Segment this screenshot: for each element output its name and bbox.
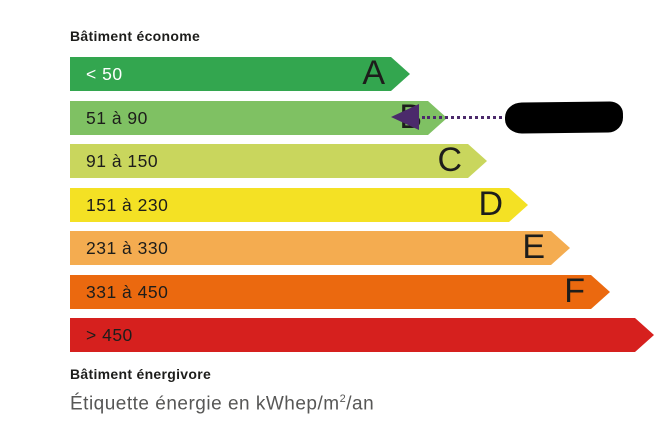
energy-bands: < 50 A 51 à 90 B 91 à 150 C 151 à 230 D … (70, 54, 654, 362)
caption-prefix: Étiquette énergie en kWhep/m (70, 393, 340, 415)
arrow-left-icon (391, 104, 419, 130)
range-label: 91 à 150 (86, 151, 159, 171)
redacted-value (504, 100, 624, 134)
range-label: > 450 (86, 325, 133, 345)
grade-letter: D (478, 184, 503, 223)
energy-band-c: 91 à 150 C (70, 141, 487, 179)
energy-band-f: 331 à 450 F (70, 271, 610, 310)
grade-letter: C (437, 141, 462, 179)
range-label: 151 à 230 (86, 194, 169, 215)
energy-intensive-building-label: Bâtiment énergivore (70, 366, 212, 382)
range-label: 51 à 90 (86, 107, 148, 128)
energy-band-e: 231 à 330 E (70, 228, 570, 266)
energy-band-d: 151 à 230 D (70, 184, 528, 223)
current-rating-pointer (391, 100, 624, 134)
grade-letter: A (362, 54, 385, 92)
range-label: < 50 (86, 64, 123, 84)
caption-suffix: /an (346, 393, 375, 415)
grade-letter: F (564, 271, 585, 310)
range-label: 231 à 330 (86, 238, 169, 258)
dotted-connector (422, 115, 502, 119)
grade-letter: E (522, 228, 545, 266)
energy-band-g: > 450 (70, 318, 654, 352)
range-label: 331 à 450 (86, 281, 169, 302)
caption-superscript: 2 (339, 393, 347, 405)
energy-band-b: 51 à 90 B (70, 100, 447, 135)
economical-building-label: Bâtiment économe (70, 28, 201, 44)
chart-caption: Étiquette énergie en kWhep/m2/an (70, 393, 374, 415)
energy-band-a: < 50 A (70, 54, 410, 92)
